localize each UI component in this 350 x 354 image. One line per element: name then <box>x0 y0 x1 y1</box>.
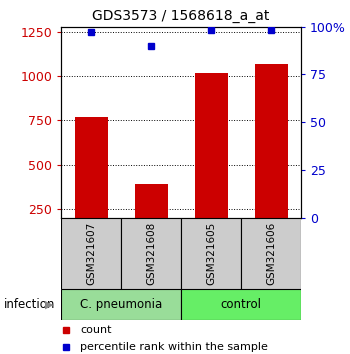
Bar <box>61 289 181 320</box>
Bar <box>135 184 168 218</box>
Text: percentile rank within the sample: percentile rank within the sample <box>80 342 268 352</box>
Text: infection: infection <box>4 298 55 311</box>
Bar <box>181 218 241 289</box>
Text: control: control <box>220 298 261 311</box>
Bar <box>61 218 121 289</box>
Text: GSM321607: GSM321607 <box>86 222 96 285</box>
Text: GSM321605: GSM321605 <box>206 222 216 285</box>
Text: GSM321606: GSM321606 <box>266 222 276 285</box>
Title: GDS3573 / 1568618_a_at: GDS3573 / 1568618_a_at <box>92 9 270 23</box>
Text: C. pneumonia: C. pneumonia <box>80 298 162 311</box>
Bar <box>181 289 301 320</box>
Text: count: count <box>80 325 112 335</box>
Text: ▶: ▶ <box>45 299 53 309</box>
Bar <box>254 64 287 218</box>
Bar <box>121 218 181 289</box>
Bar <box>195 73 228 218</box>
Bar <box>241 218 301 289</box>
Bar <box>75 117 108 218</box>
Text: GSM321608: GSM321608 <box>146 222 156 285</box>
